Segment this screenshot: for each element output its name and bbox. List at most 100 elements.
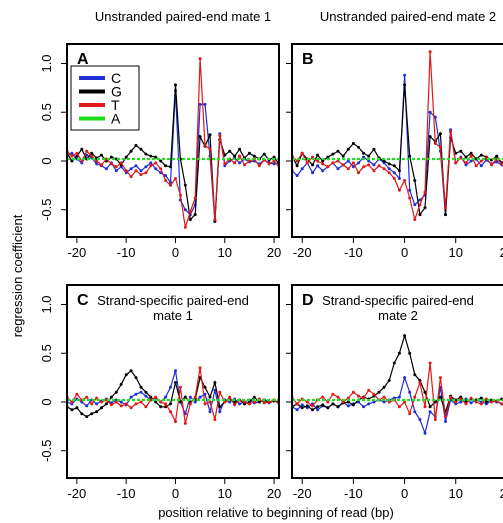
data-point-t (243, 400, 246, 404)
data-point-g (433, 400, 437, 404)
data-point-t (362, 165, 366, 169)
data-point-g (397, 169, 401, 173)
data-point-t (449, 130, 453, 134)
data-point-c (198, 102, 202, 106)
x-tick-label: 0 (172, 486, 179, 501)
data-point-g (70, 408, 74, 412)
data-point-t (208, 400, 212, 404)
data-point-t (397, 405, 401, 409)
data-point-t (336, 395, 340, 399)
data-point-t (188, 210, 192, 214)
data-point-t (90, 402, 94, 406)
data-point-t (100, 163, 103, 167)
data-point-t (203, 143, 207, 147)
data-point-t (428, 361, 432, 365)
data-point-t (154, 395, 158, 399)
data-point-c (479, 164, 483, 168)
data-point-c (408, 188, 412, 192)
data-point-g (149, 395, 153, 399)
data-point-g (139, 385, 143, 389)
data-point-g (413, 179, 417, 182)
data-point-g (228, 149, 232, 153)
data-point-g (183, 183, 187, 187)
data-point-g (124, 373, 128, 377)
data-point-c (134, 392, 138, 396)
data-point-g (459, 149, 463, 153)
data-point-t (459, 156, 463, 160)
data-point-t (382, 395, 386, 399)
data-point-t (233, 161, 237, 165)
data-point-t (295, 159, 299, 163)
data-point-t (295, 402, 299, 406)
data-point-c (469, 159, 473, 163)
data-point-t (218, 390, 222, 394)
data-point-t (114, 165, 118, 169)
x-tick-label: -10 (344, 245, 363, 260)
y-tick-label: 0.5 (39, 103, 54, 121)
legend-label-c: C (111, 70, 121, 86)
data-point-g (223, 153, 227, 157)
data-point-g (351, 141, 355, 145)
x-tick-label: 10 (448, 245, 462, 260)
y-tick-label: -0.5 (39, 440, 54, 462)
data-point-t (346, 167, 350, 171)
data-point-t (449, 395, 453, 399)
data-point-g (129, 369, 133, 373)
panel-letter: C (77, 292, 89, 309)
data-point-g (85, 415, 89, 419)
data-point-g (272, 155, 276, 159)
x-tick-label: -20 (67, 245, 86, 260)
data-point-t (479, 159, 483, 163)
x-tick-label: -20 (67, 486, 86, 501)
data-point-t (139, 173, 143, 177)
data-point-c (418, 418, 422, 421)
data-point-t (382, 167, 386, 171)
data-point-g (479, 396, 483, 400)
data-point-c (372, 400, 376, 404)
panel-subtitle: Strand-specific paired-end (322, 293, 474, 308)
data-point-c (367, 402, 371, 406)
data-point-g (134, 143, 138, 147)
data-point-t (331, 392, 335, 396)
y-tick-label: 1.0 (39, 54, 54, 72)
data-point-c (129, 167, 133, 171)
data-point-g (321, 403, 325, 407)
data-point-t (387, 400, 391, 404)
data-point-c (459, 400, 463, 404)
data-point-g (341, 154, 345, 158)
data-point-c (428, 410, 432, 414)
x-tick-label: 20 (500, 486, 503, 501)
data-point-g (109, 395, 113, 399)
data-point-c (114, 169, 118, 173)
series-line-t (292, 51, 503, 222)
data-point-g (377, 390, 381, 394)
data-point-g (218, 405, 222, 409)
data-point-c (321, 169, 325, 173)
data-point-t (159, 400, 163, 404)
data-point-t (418, 203, 422, 207)
x-tick-label: -20 (293, 245, 312, 260)
series-line-t (292, 362, 503, 420)
data-point-t (423, 405, 427, 409)
data-point-t (272, 159, 276, 163)
data-point-t (403, 400, 407, 404)
data-point-g (233, 154, 237, 158)
data-point-c (213, 388, 217, 392)
data-point-c (238, 402, 242, 406)
data-point-c (387, 167, 391, 171)
data-point-t (114, 400, 118, 404)
data-point-g (75, 406, 79, 410)
data-point-g (169, 402, 172, 406)
data-point-g (80, 147, 84, 151)
data-point-g (326, 155, 330, 159)
data-point-c (139, 169, 143, 173)
data-point-t (351, 390, 355, 394)
data-point-g (403, 83, 407, 87)
data-point-g (144, 152, 148, 156)
x-tick-label: 0 (401, 486, 408, 501)
data-point-t (262, 401, 266, 405)
data-point-g (124, 155, 128, 159)
data-point-g (387, 162, 391, 166)
data-point-g (144, 390, 148, 394)
